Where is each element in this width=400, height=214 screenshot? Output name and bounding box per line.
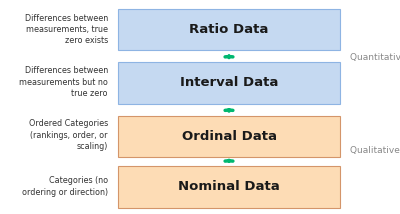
- Text: Interval Data: Interval Data: [180, 76, 278, 89]
- Text: Quantitative Data: Quantitative Data: [350, 53, 400, 62]
- Text: Nominal Data: Nominal Data: [178, 180, 280, 193]
- FancyBboxPatch shape: [118, 62, 340, 104]
- FancyBboxPatch shape: [118, 166, 340, 208]
- Text: Differences between
measurements but no
true zero: Differences between measurements but no …: [19, 66, 108, 98]
- Text: Ratio Data: Ratio Data: [189, 23, 269, 36]
- Text: Ordered Categories
(rankings, order, or
scaling): Ordered Categories (rankings, order, or …: [29, 119, 108, 151]
- FancyBboxPatch shape: [118, 9, 340, 50]
- Text: Ordinal Data: Ordinal Data: [182, 130, 276, 143]
- FancyBboxPatch shape: [118, 116, 340, 157]
- Text: Categories (no
ordering or direction): Categories (no ordering or direction): [22, 176, 108, 197]
- Text: Differences between
measurements, true
zero exists: Differences between measurements, true z…: [25, 13, 108, 46]
- Text: Qualitative Data: Qualitative Data: [350, 146, 400, 155]
